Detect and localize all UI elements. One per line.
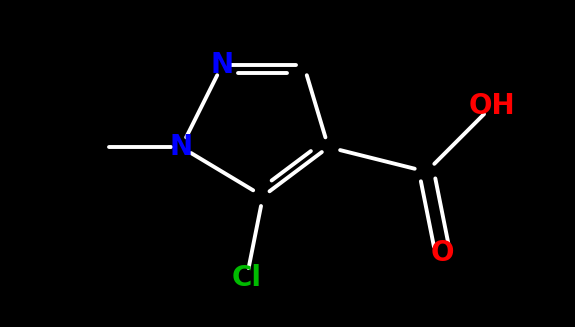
Text: Cl: Cl: [232, 264, 262, 292]
Text: O: O: [431, 239, 455, 267]
Text: OH: OH: [469, 92, 515, 120]
Text: N: N: [170, 133, 193, 161]
Text: N: N: [210, 51, 233, 79]
